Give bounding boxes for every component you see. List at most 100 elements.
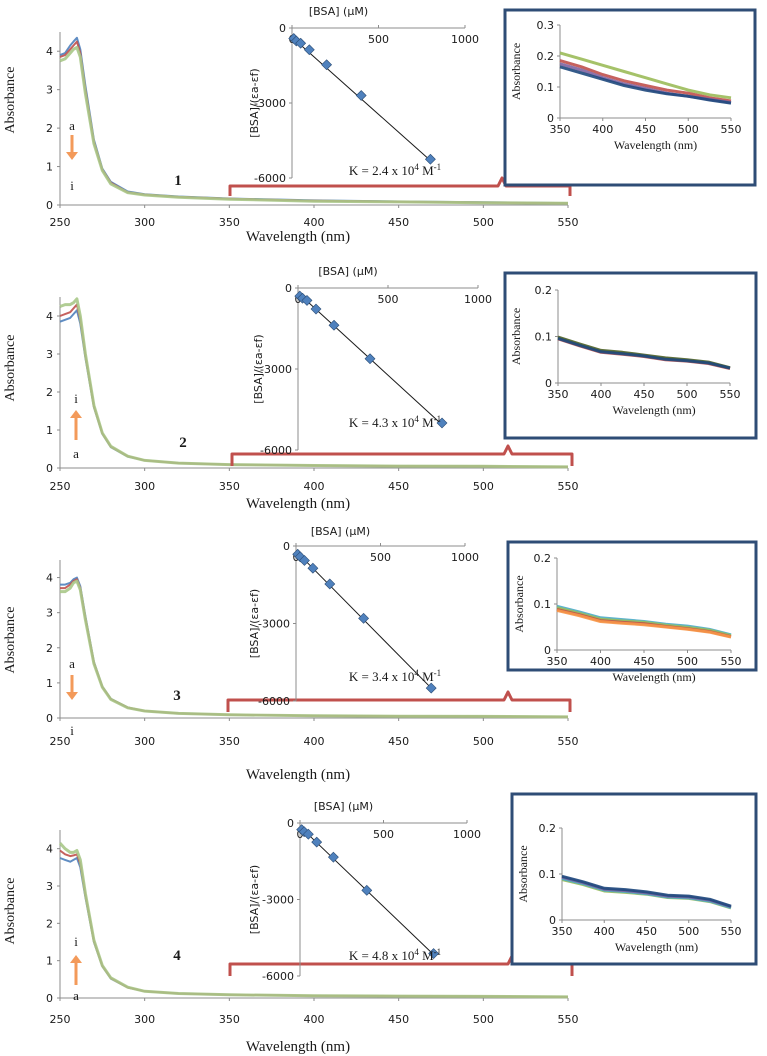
binding-constant: K = 4.8 x 104 M-1 <box>349 947 441 963</box>
inset-frame <box>510 792 758 966</box>
inset-y-label: Absorbance <box>509 308 523 365</box>
spectrum-series-a <box>59 857 569 998</box>
binding-point <box>358 612 370 624</box>
arrow-bottom-label: a <box>73 446 79 461</box>
main-y-tick-label: 3 <box>46 607 53 620</box>
binding-point <box>303 44 315 56</box>
binding-point <box>428 948 440 959</box>
arrow-bottom-label: i <box>70 178 74 193</box>
main-y-tick-label: 1 <box>46 955 53 968</box>
inset-x-tick-label: 450 <box>634 388 655 401</box>
main-x-label: Wavelength (nm) <box>246 1039 350 1055</box>
inset-plot: 0 0.1 0.2 350 400 450 500 550 Absorbance Waveleng… <box>510 792 758 966</box>
inset-x-tick-label: 550 <box>720 388 741 401</box>
inset-x-tick-label: 350 <box>547 655 568 668</box>
main-x-tick-label: 450 <box>388 480 409 493</box>
inset-y-tick-label: 0.2 <box>535 284 553 297</box>
binding-constant: K = 2.4 x 104 M-1 <box>349 162 441 178</box>
inset-y-tick-label: 0 <box>545 377 552 390</box>
arrow-top-label: i <box>74 934 78 949</box>
spectrum-series-i <box>59 45 569 205</box>
binding-x-tick-label: 500 <box>378 293 399 306</box>
inset-x-label: Wavelength (nm) <box>614 138 697 152</box>
main-y-tick-label: 3 <box>46 348 53 361</box>
panel-label: 3 <box>173 688 181 704</box>
inset-y-tick-label: 0.1 <box>537 81 555 94</box>
main-x-tick-label: 500 <box>473 1013 494 1026</box>
main-x-tick-label: 400 <box>304 480 325 493</box>
binding-y-tick-label: 0 <box>283 540 290 553</box>
binding-x-label: [BSA] (μM) <box>309 5 368 18</box>
binding-point <box>327 851 339 863</box>
binding-y-tick-label: -6000 <box>260 444 292 457</box>
binding-y-tick-label: -3000 <box>260 363 292 376</box>
inset-y-label: Absorbance <box>516 845 530 902</box>
inset-x-tick-label: 550 <box>721 123 742 136</box>
inset-x-tick-label: 400 <box>594 925 615 938</box>
binding-point <box>299 555 310 566</box>
binding-point <box>321 59 333 71</box>
binding-y-label: [BSA]/(εa-εf) <box>248 865 261 934</box>
inset-y-tick-label: 0 <box>549 914 556 927</box>
inset-plot: 0 0.1 0.2 350 400 450 500 550 Absorbance Waveleng… <box>506 540 758 684</box>
binding-x-tick-label: 1000 <box>451 551 479 564</box>
inset-y-tick-label: 0 <box>547 112 554 125</box>
binding-y-tick-label: 0 <box>285 282 292 295</box>
inset-x-tick-label: 400 <box>591 388 612 401</box>
binding-x-tick-label: 500 <box>368 33 389 46</box>
main-x-label: Wavelength (nm) <box>246 767 350 783</box>
main-x-tick-label: 550 <box>558 216 579 229</box>
binding-point <box>425 682 437 694</box>
main-y-tick-label: 2 <box>46 642 53 655</box>
panel-1: 0 1 2 3 4 250 300 350 400 450 500 550 Absorbance Wave… <box>3 5 757 245</box>
main-x-tick-label: 350 <box>219 735 240 748</box>
main-x-tick-label: 500 <box>473 216 494 229</box>
binding-y-label: [BSA]/(εa-εf) <box>252 334 265 403</box>
main-y-tick-label: 2 <box>46 386 53 399</box>
binding-point <box>302 828 314 840</box>
main-x-tick-label: 350 <box>219 216 240 229</box>
panel-label: 4 <box>173 948 181 964</box>
binding-point <box>361 884 373 896</box>
inset-plot: 0 0.1 0.2 0.3 350 400 450 500 550 Absorbance Wavel… <box>503 8 757 187</box>
main-y-tick-label: 1 <box>46 424 53 437</box>
binding-point <box>301 294 313 306</box>
inset-y-tick-label: 0.3 <box>537 19 555 32</box>
main-x-tick-label: 250 <box>50 1013 71 1026</box>
spectrum-series-e <box>60 578 569 718</box>
binding-y-tick-label: -3000 <box>262 894 294 907</box>
main-x-tick-label: 500 <box>473 480 494 493</box>
main-x-tick-label: 550 <box>558 735 579 748</box>
inset-y-tick-label: 0.1 <box>535 331 553 344</box>
main-y-tick-label: 0 <box>46 462 53 475</box>
binding-x-tick-label: 1000 <box>464 293 492 306</box>
main-y-label: Absorbance <box>3 335 18 402</box>
inset-series-d <box>559 65 732 105</box>
main-x-tick-label: 350 <box>219 480 240 493</box>
main-x-tick-label: 400 <box>304 1013 325 1026</box>
binding-x-tick-label: 500 <box>370 551 391 564</box>
main-y-label: Absorbance <box>3 67 18 134</box>
inset-series-b <box>559 59 732 103</box>
inset-series-a <box>559 51 732 100</box>
binding-x-tick-label: 1000 <box>451 33 479 46</box>
main-y-tick-label: 4 <box>46 45 53 58</box>
titration-arrow-head <box>66 152 78 160</box>
main-x-tick-label: 400 <box>304 216 325 229</box>
main-x-tick-label: 250 <box>50 480 71 493</box>
main-x-label: Wavelength (nm) <box>246 496 350 512</box>
spectrum-series-a <box>59 309 569 468</box>
binding-x-tick-label: 0 <box>297 828 304 841</box>
inset-x-tick-label: 400 <box>590 655 611 668</box>
inset-series-d <box>557 336 731 370</box>
binding-point <box>424 153 436 165</box>
main-y-tick-label: 1 <box>46 677 53 690</box>
main-y-tick-label: 4 <box>46 310 53 323</box>
